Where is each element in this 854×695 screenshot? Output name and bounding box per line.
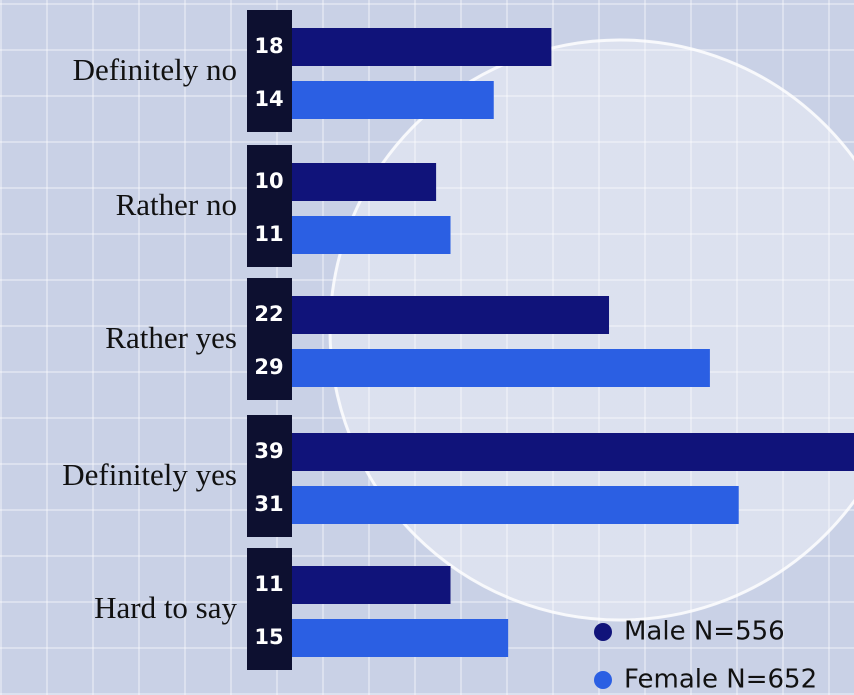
bar bbox=[292, 28, 552, 66]
bar bbox=[292, 619, 509, 657]
legend-marker bbox=[594, 623, 612, 641]
value-label: 29 bbox=[254, 355, 283, 379]
label-box bbox=[247, 415, 292, 537]
bar bbox=[292, 349, 710, 387]
label-box bbox=[247, 278, 292, 400]
category-label: Definitely yes bbox=[62, 457, 237, 492]
bar bbox=[292, 296, 610, 334]
value-label: 39 bbox=[254, 439, 283, 463]
bar bbox=[292, 566, 451, 604]
legend-label: Female N=652 bbox=[624, 665, 817, 695]
value-label: 14 bbox=[254, 87, 283, 111]
bar bbox=[292, 433, 854, 471]
value-label: 11 bbox=[254, 572, 283, 596]
value-label: 11 bbox=[254, 222, 283, 246]
value-label: 18 bbox=[254, 34, 283, 58]
label-box bbox=[247, 548, 292, 670]
category-label: Rather yes bbox=[105, 320, 237, 355]
category-label: Rather no bbox=[116, 187, 237, 222]
value-label: 15 bbox=[254, 625, 283, 649]
label-box bbox=[247, 145, 292, 267]
value-label: 31 bbox=[254, 492, 283, 516]
bar bbox=[292, 163, 437, 201]
value-label: 22 bbox=[254, 302, 283, 326]
label-box bbox=[247, 10, 292, 132]
category-label: Definitely no bbox=[73, 52, 237, 87]
bar bbox=[292, 81, 494, 119]
category-label: Hard to say bbox=[94, 590, 237, 625]
bar bbox=[292, 216, 451, 254]
legend-marker bbox=[594, 671, 612, 689]
bar bbox=[292, 486, 739, 524]
legend-label: Male N=556 bbox=[624, 617, 785, 647]
value-label: 10 bbox=[254, 169, 283, 193]
